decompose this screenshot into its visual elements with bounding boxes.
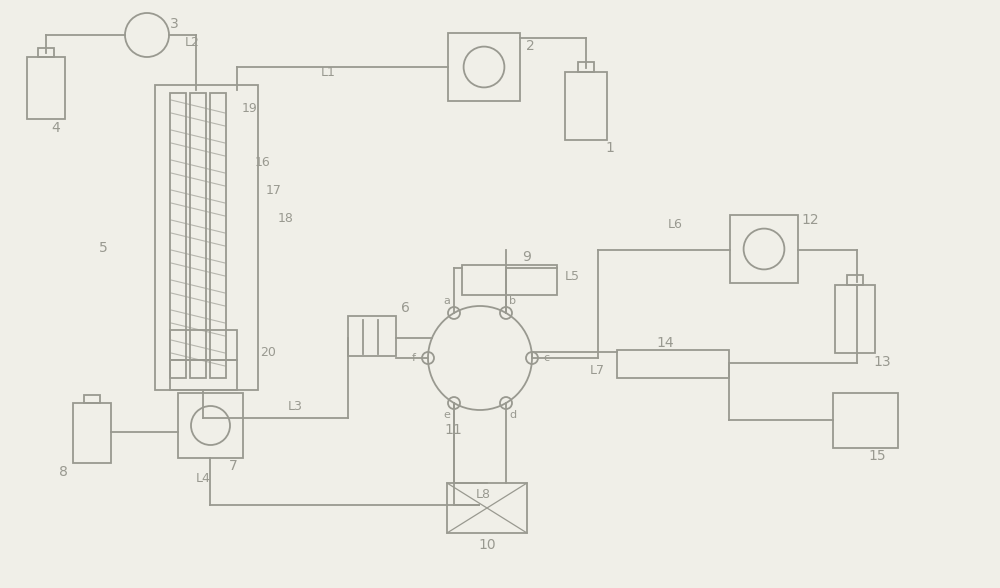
Bar	[835, 285, 875, 353]
Text: L5: L5	[564, 270, 580, 283]
Bar	[170, 360, 237, 390]
Text: 11: 11	[444, 423, 462, 437]
Bar	[847, 276, 863, 285]
Text: 8: 8	[59, 465, 67, 479]
Bar	[617, 350, 729, 378]
Text: L1: L1	[321, 66, 335, 79]
Text: 4: 4	[52, 121, 60, 135]
Text: L2: L2	[185, 36, 199, 49]
Bar	[27, 57, 65, 119]
Bar	[38, 48, 54, 57]
Bar	[447, 483, 527, 533]
Text: f: f	[412, 353, 416, 363]
Bar	[178, 393, 243, 458]
Text: L7: L7	[590, 363, 604, 376]
Text: 12: 12	[801, 213, 819, 227]
Text: 7: 7	[229, 459, 237, 473]
Text: a: a	[444, 296, 450, 306]
Text: 10: 10	[478, 538, 496, 552]
Text: 6: 6	[401, 301, 409, 315]
Text: 3: 3	[170, 17, 178, 31]
Text: b: b	[510, 296, 516, 306]
Bar	[84, 395, 100, 403]
Text: 1: 1	[606, 141, 614, 155]
Text: L3: L3	[288, 399, 302, 413]
Text: d: d	[509, 410, 517, 420]
Bar	[170, 330, 237, 360]
Text: L8: L8	[476, 487, 490, 500]
Text: 20: 20	[260, 346, 276, 359]
Bar	[565, 72, 607, 140]
Text: 17: 17	[266, 183, 282, 196]
Text: 13: 13	[873, 355, 891, 369]
Bar	[462, 265, 557, 295]
Bar	[833, 393, 898, 448]
Text: L4: L4	[196, 472, 210, 485]
Bar	[348, 316, 396, 356]
Text: 5: 5	[99, 241, 107, 255]
Bar	[73, 403, 111, 463]
Bar	[190, 93, 206, 378]
Bar	[578, 62, 594, 72]
Bar	[170, 93, 186, 378]
Text: 2: 2	[526, 39, 534, 53]
Text: 18: 18	[278, 212, 294, 225]
Bar	[155, 85, 258, 390]
Bar	[730, 215, 798, 283]
Bar	[448, 33, 520, 101]
Text: 19: 19	[242, 102, 258, 115]
Text: c: c	[543, 353, 549, 363]
Text: e: e	[444, 410, 450, 420]
Text: 16: 16	[255, 155, 271, 169]
Text: 14: 14	[656, 336, 674, 350]
Text: L6: L6	[668, 219, 682, 232]
Text: 9: 9	[523, 250, 531, 264]
Text: 15: 15	[868, 449, 886, 463]
Bar	[210, 93, 226, 378]
